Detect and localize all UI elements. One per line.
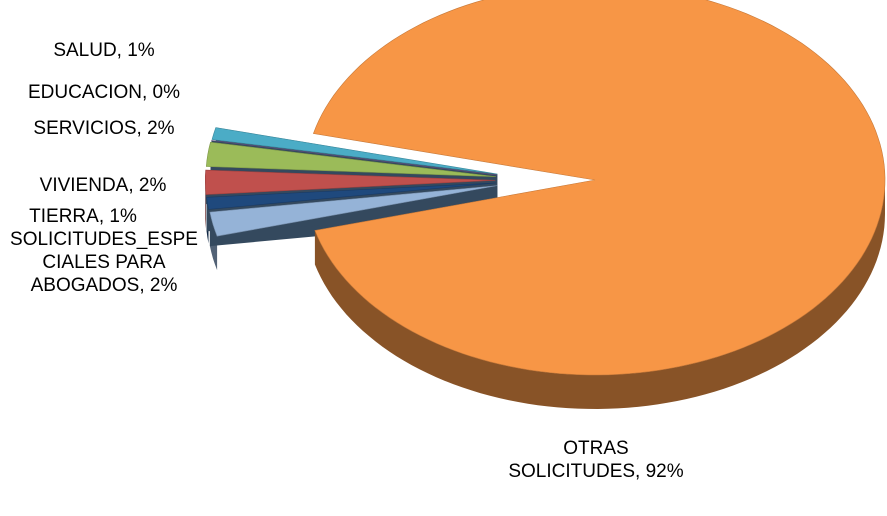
slice-label: OTRAS SOLICITUDES, 92% — [508, 438, 684, 482]
slice — [205, 169, 496, 195]
slice — [211, 140, 497, 176]
slice — [205, 141, 496, 178]
slice-label: SOLICITUDES_ESPECIALES PARA ABOGADOS, 2% — [10, 229, 198, 296]
slice — [206, 182, 496, 210]
slice-label: VIVIENDA, 2% — [39, 175, 167, 196]
slice — [211, 127, 498, 175]
slice — [312, 0, 886, 376]
slice-label: SALUD, 1% — [53, 40, 155, 61]
slice — [209, 185, 498, 237]
slice-label: EDUCACION, 0% — [27, 82, 181, 103]
slice-side — [205, 180, 206, 229]
slice-label: TIERRA, 1% — [29, 206, 137, 227]
slice-label: SERVICIOS, 2% — [33, 118, 175, 139]
